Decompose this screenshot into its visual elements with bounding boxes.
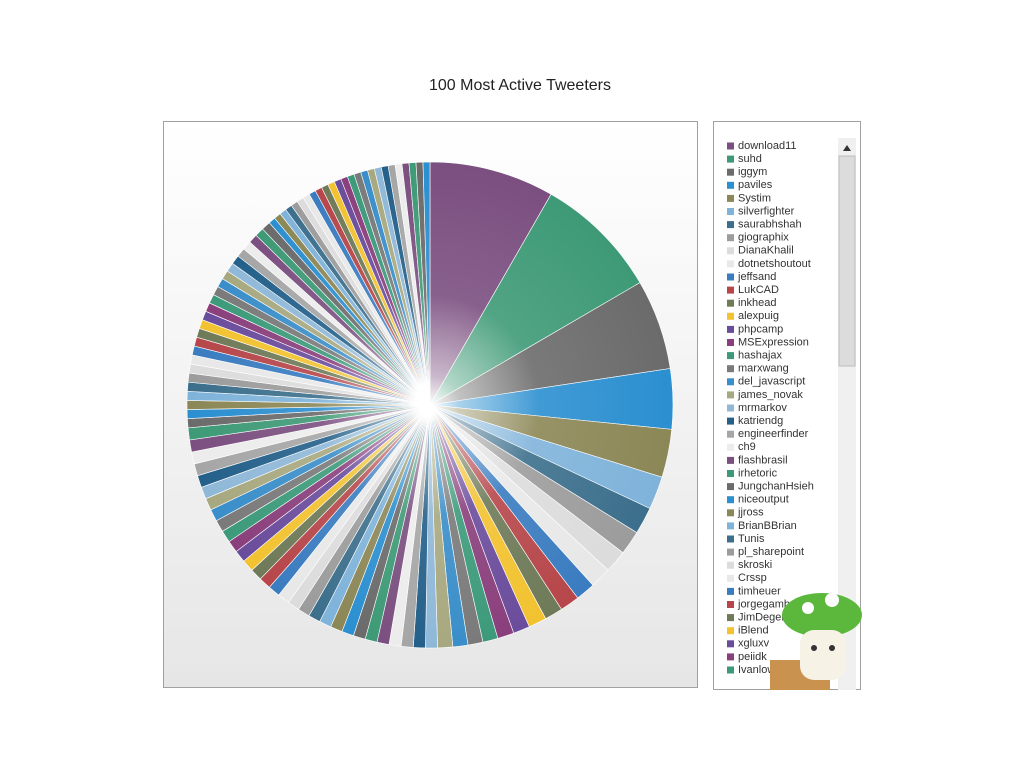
legend-swatch — [727, 561, 734, 569]
legend-swatch — [727, 653, 734, 661]
legend-label: Crssp — [738, 572, 767, 584]
legend-swatch — [727, 483, 734, 491]
legend-label: dotnetshoutout — [738, 258, 811, 270]
legend-label: download11 — [738, 140, 797, 152]
legend-label: flashbrasil — [738, 454, 788, 466]
legend-label: JungchanHsieh — [738, 481, 814, 493]
legend-swatch — [727, 614, 734, 622]
legend-swatch — [727, 509, 734, 517]
mascot — [770, 593, 862, 690]
legend-label: alexpuig — [738, 310, 779, 322]
legend-swatch — [727, 339, 734, 346]
legend-label: saurabhshah — [738, 219, 802, 231]
legend-label: giographix — [738, 232, 789, 244]
legend-label: katriendg — [738, 415, 783, 427]
scroll-up[interactable] — [843, 145, 851, 151]
legend-label: jjross — [737, 507, 764, 519]
legend-label: Ivanlow — [738, 664, 775, 676]
legend-label: MSExpression — [738, 336, 809, 348]
legend-swatch — [727, 430, 734, 438]
legend-swatch — [727, 155, 734, 163]
legend-swatch — [727, 234, 734, 242]
legend-swatch — [727, 325, 734, 333]
legend-swatch — [727, 168, 734, 176]
legend-label: DianaKhalil — [738, 245, 794, 257]
legend: download11suhdiggympavilesSystimsilverfi… — [727, 140, 814, 676]
legend-swatch — [727, 247, 734, 255]
legend-label: peiidk — [738, 651, 767, 663]
legend-label: BrianBBrian — [738, 520, 797, 532]
legend-label: del_javascript — [738, 376, 805, 388]
legend-swatch — [727, 378, 734, 386]
legend-swatch — [727, 299, 734, 307]
legend-swatch — [727, 470, 734, 477]
legend-swatch — [727, 522, 734, 530]
legend-label: iBlend — [738, 625, 769, 637]
legend-label: paviles — [738, 179, 773, 191]
pie — [186, 161, 674, 649]
legend-label: marxwang — [738, 363, 789, 375]
chart-title: 100 Most Active Tweeters — [429, 77, 611, 94]
legend-swatch — [727, 142, 734, 150]
legend-swatch — [727, 391, 734, 399]
legend-label: silverfighter — [738, 205, 795, 217]
legend-label: Tunis — [738, 533, 765, 545]
legend-swatch — [727, 640, 734, 648]
legend-label: jeffsand — [737, 271, 776, 283]
legend-swatch — [727, 208, 734, 215]
legend-swatch — [727, 627, 734, 635]
legend-label: engineerfinder — [738, 428, 809, 440]
legend-swatch — [727, 352, 734, 360]
legend-label: skroski — [738, 559, 772, 571]
legend-label: james_novak — [737, 389, 803, 401]
legend-label: inkhead — [738, 297, 777, 309]
legend-label: irhetoric — [738, 467, 778, 479]
legend-label: timheuer — [738, 585, 781, 597]
legend-label: ch9 — [738, 441, 756, 453]
legend-swatch — [727, 404, 734, 412]
legend-swatch — [727, 260, 734, 268]
legend-label: Systim — [738, 192, 771, 204]
legend-label: LukCAD — [738, 284, 779, 296]
legend-label: iggym — [738, 166, 767, 178]
legend-swatch — [727, 417, 734, 425]
legend-label: phpcamp — [738, 323, 783, 335]
legend-swatch — [727, 312, 734, 320]
legend-swatch — [727, 548, 734, 556]
legend-swatch — [727, 443, 734, 451]
legend-swatch — [727, 587, 734, 595]
legend-swatch — [727, 365, 734, 373]
legend-swatch — [727, 194, 734, 202]
legend-swatch — [727, 574, 734, 582]
scroll-thumb[interactable] — [838, 155, 856, 367]
legend-label: jorgegamb — [737, 598, 790, 610]
legend-label: suhd — [738, 153, 762, 165]
legend-label: pl_sharepoint — [738, 546, 804, 558]
legend-label: mrmarkov — [738, 402, 787, 414]
legend-label: niceoutput — [738, 494, 789, 506]
legend-swatch — [727, 456, 734, 464]
legend-label: xgluxv — [738, 638, 770, 650]
legend-label: hashajax — [738, 350, 783, 362]
legend-label: JimDeger — [738, 612, 785, 624]
legend-swatch — [727, 666, 734, 674]
legend-swatch — [727, 601, 734, 608]
legend-swatch — [727, 496, 734, 504]
legend-swatch — [727, 221, 734, 229]
legend-swatch — [727, 181, 734, 189]
legend-swatch — [727, 273, 734, 281]
legend-swatch — [727, 286, 734, 294]
legend-swatch — [727, 535, 734, 543]
